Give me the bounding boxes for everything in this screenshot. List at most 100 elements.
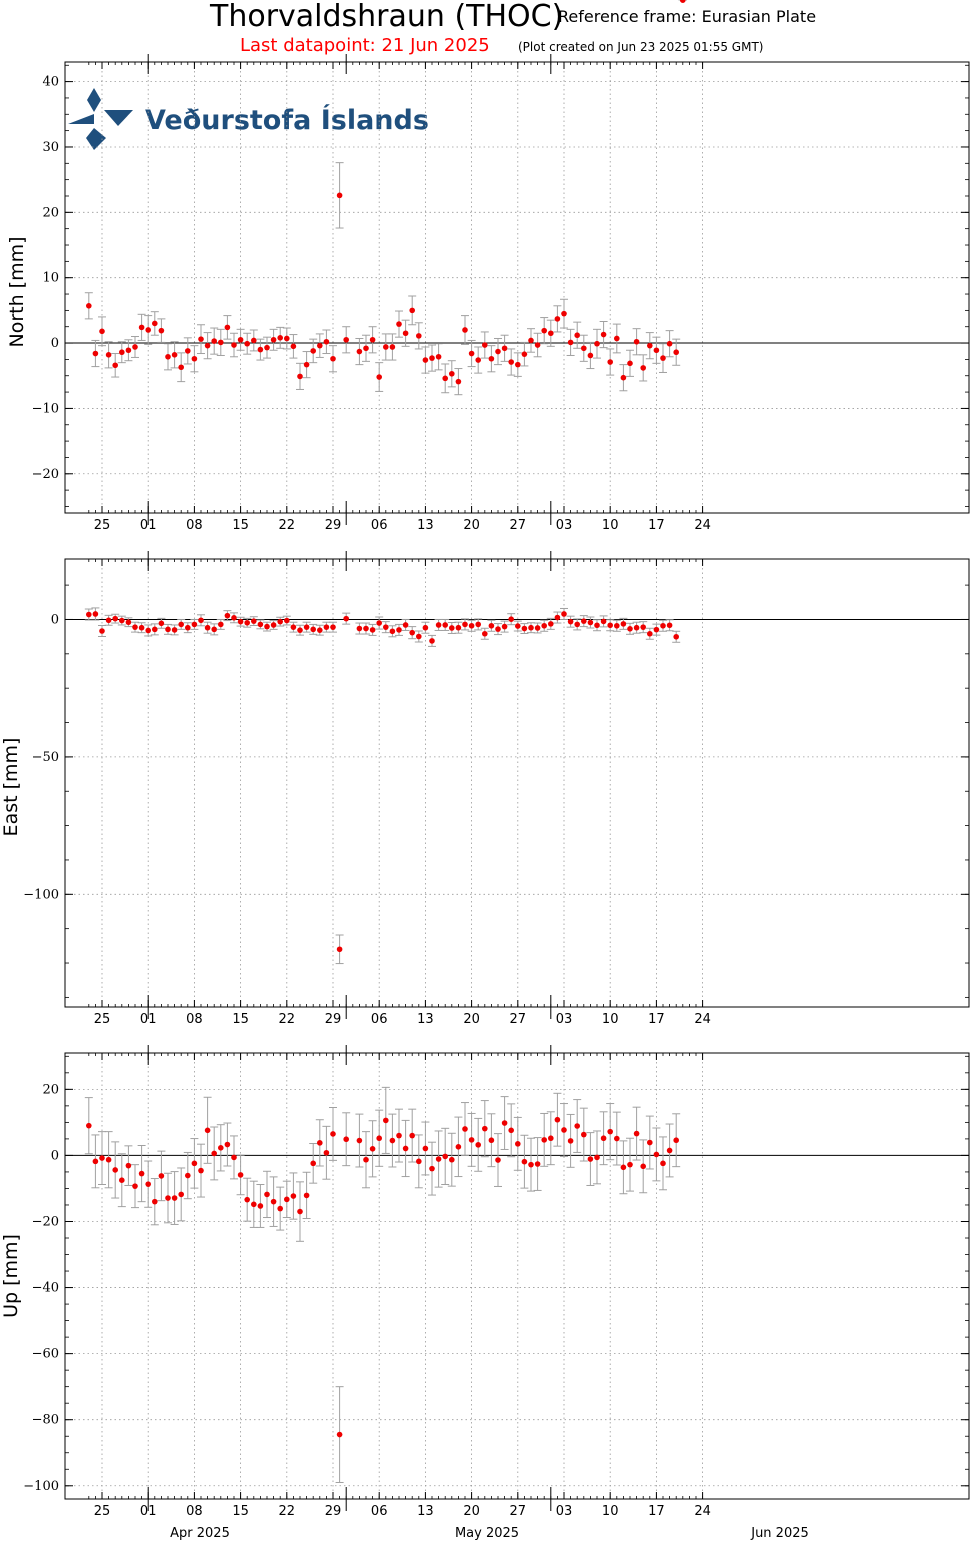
up-data-point	[520, 1134, 529, 1189]
east-point-marker	[574, 621, 580, 628]
east-data-point	[164, 623, 172, 635]
north-point-marker	[323, 338, 330, 345]
east-point-marker	[284, 617, 290, 624]
north-point-marker	[409, 307, 416, 314]
north-data-point	[183, 337, 192, 365]
east-y-tick-label: −50	[32, 750, 59, 765]
up-data-point	[606, 1103, 615, 1161]
north-point-marker	[402, 330, 409, 337]
up-point-marker	[383, 1117, 389, 1124]
up-data-point	[197, 1143, 205, 1198]
up-x-tick-label: 22	[279, 1504, 296, 1519]
east-x-tick-label: 24	[694, 1012, 711, 1027]
up-data-point	[513, 1116, 522, 1171]
up-point-marker	[310, 1160, 317, 1167]
east-point-marker	[125, 619, 132, 626]
up-data-point	[632, 1106, 641, 1161]
east-point-marker	[600, 618, 607, 625]
up-point-marker	[363, 1156, 369, 1163]
east-data-point	[302, 621, 311, 633]
north-data-point	[104, 341, 113, 369]
north-point-marker	[343, 336, 350, 343]
east-data-point	[395, 623, 403, 636]
up-point-marker	[178, 1191, 184, 1198]
up-data-point	[342, 1112, 351, 1167]
east-x-tick-label: 13	[417, 1012, 434, 1027]
east-point-marker	[336, 946, 343, 953]
north-point-marker	[178, 364, 184, 371]
up-x-tick-label: 15	[232, 1504, 249, 1519]
east-point-marker	[185, 624, 191, 631]
north-data-point	[375, 362, 384, 392]
east-point-marker	[264, 623, 270, 630]
up-data-point	[111, 1141, 120, 1199]
north-y-tick-label: 20	[42, 205, 59, 220]
reference-frame: Reference frame: Eurasian Plate	[558, 7, 816, 26]
north-data-point	[599, 320, 608, 349]
north-data-point	[315, 333, 324, 358]
up-data-point	[487, 1113, 496, 1168]
east-point-marker	[541, 622, 547, 629]
up-data-point	[203, 1096, 212, 1164]
east-point-marker	[554, 614, 561, 621]
east-data-point	[441, 618, 450, 631]
north-x-tick-label: 27	[510, 518, 527, 533]
east-point-marker	[231, 615, 237, 621]
up-point-marker	[231, 1154, 237, 1161]
north-point-marker	[495, 348, 501, 355]
up-data-point	[401, 1119, 410, 1178]
east-data-point	[599, 615, 608, 628]
east-point-marker	[86, 611, 92, 618]
north-data-point	[414, 322, 423, 350]
east-panel: 25 01 08 15 22 29 06 13 20 27 03 10 17 24−100−500 Eas…	[0, 0, 970, 1027]
north-data-point	[612, 323, 621, 354]
east-data-point	[117, 615, 126, 626]
north-point-marker	[257, 346, 264, 353]
up-data-point	[507, 1103, 516, 1158]
east-data-point	[487, 619, 496, 632]
up-data-point	[117, 1153, 126, 1208]
north-point-marker	[310, 348, 317, 354]
north-data-point	[626, 349, 634, 377]
up-point-marker	[435, 1156, 442, 1162]
east-point-marker	[330, 624, 336, 630]
north-ylabel: North [mm]	[6, 236, 28, 347]
north-point-marker	[125, 347, 132, 354]
north-point-marker	[251, 337, 257, 344]
up-data-point	[137, 1145, 146, 1203]
east-x-tick-label: 03	[556, 1012, 573, 1027]
north-data-point	[527, 328, 535, 353]
north-point-marker	[666, 340, 673, 347]
north-point-marker	[204, 342, 211, 349]
north-data-point	[117, 341, 126, 364]
up-point-marker	[515, 1141, 521, 1147]
up-data-point	[395, 1108, 403, 1163]
logo-mark-icon	[86, 128, 106, 150]
north-data-point	[157, 318, 166, 343]
north-plot-frame	[64, 61, 970, 514]
north-point-marker	[528, 337, 534, 344]
north-point-marker	[336, 192, 343, 199]
east-point-marker	[501, 623, 508, 630]
north-data-point	[256, 338, 265, 361]
east-point-marker	[152, 626, 158, 633]
east-data-point	[606, 619, 615, 632]
north-x-tick-label: 25	[94, 518, 111, 533]
up-point-marker	[290, 1193, 297, 1199]
east-data-point	[461, 618, 469, 631]
north-data-point	[309, 338, 318, 364]
east-point-marker	[323, 624, 330, 630]
up-data-point	[329, 1107, 337, 1161]
up-y-tick-label: −60	[32, 1347, 59, 1362]
north-data-point	[203, 332, 212, 360]
east-point-marker	[548, 621, 554, 627]
up-x-tick-label: 17	[648, 1504, 665, 1519]
up-data-point	[282, 1180, 291, 1219]
north-point-marker	[86, 303, 92, 309]
north-data-point	[619, 364, 628, 392]
up-point-marker	[482, 1125, 488, 1132]
east-data-point	[533, 622, 542, 634]
up-point-marker	[548, 1135, 554, 1142]
up-ylabel: Up [mm]	[0, 1234, 22, 1318]
east-data-point	[84, 608, 93, 621]
